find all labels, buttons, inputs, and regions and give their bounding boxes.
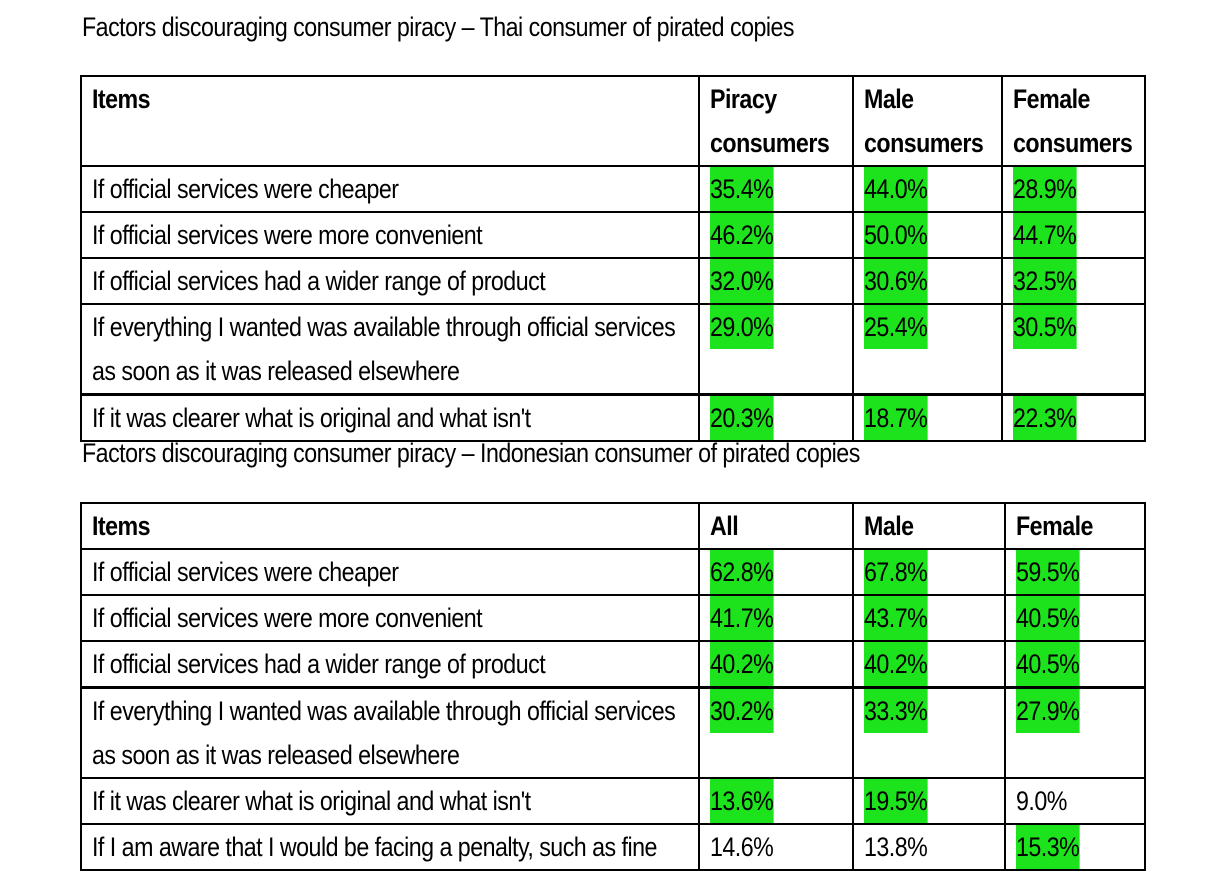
- item-cell: If official services were cheaper: [80, 165, 700, 213]
- table-header-row: Items Piracy consumers Male consumers Fema…: [80, 75, 1146, 167]
- table-row: If official services were cheaper 35.4% …: [80, 165, 1146, 213]
- indonesian-table-title: Factors discouraging consumer piracy – I…: [82, 438, 860, 468]
- value-cell: 9.0%: [1004, 777, 1146, 825]
- value-cell: 27.9%: [1004, 686, 1146, 779]
- value-cell: 67.8%: [852, 548, 1006, 596]
- table-header-row: Items All Male Female: [80, 502, 1146, 550]
- column-header-piracy-consumers: Piracy consumers: [698, 75, 854, 167]
- item-cell: If official services had a wider range o…: [80, 640, 700, 689]
- item-cell: If everything I wanted was available thr…: [80, 686, 700, 779]
- table-row: If official services were cheaper 62.8% …: [80, 548, 1146, 596]
- item-cell: If official services were more convenien…: [80, 594, 700, 642]
- value-cell: 14.6%: [698, 823, 854, 871]
- value-cell: 40.5%: [1004, 594, 1146, 642]
- item-cell: If it was clearer what is original and w…: [80, 777, 700, 825]
- item-cell: If it was clearer what is original and w…: [80, 393, 700, 442]
- value-cell: 62.8%: [698, 548, 854, 596]
- table-row: If it was clearer what is original and w…: [80, 777, 1146, 825]
- column-header-items: Items: [80, 502, 700, 550]
- item-cell: If official services had a wider range o…: [80, 257, 700, 305]
- value-cell: 32.0%: [698, 257, 854, 305]
- value-cell: 44.7%: [1001, 211, 1146, 259]
- value-cell: 20.3%: [698, 393, 854, 442]
- column-header-male: Male: [852, 502, 1006, 550]
- value-cell: 33.3%: [852, 686, 1006, 779]
- thai-table: Items Piracy consumers Male consumers Fema…: [80, 75, 1146, 442]
- table-row: If official services had a wider range o…: [80, 640, 1146, 689]
- value-cell: 35.4%: [698, 165, 854, 213]
- value-cell: 13.6%: [698, 777, 854, 825]
- value-cell: 13.8%: [852, 823, 1006, 871]
- value-cell: 46.2%: [698, 211, 854, 259]
- value-cell: 29.0%: [698, 303, 854, 396]
- column-header-all: All: [698, 502, 854, 550]
- value-cell: 15.3%: [1004, 823, 1146, 871]
- value-cell: 40.2%: [852, 640, 1006, 689]
- value-cell: 44.0%: [852, 165, 1003, 213]
- column-header-female: Female: [1004, 502, 1146, 550]
- item-cell: If official services were more convenien…: [80, 211, 700, 259]
- table-row: If it was clearer what is original and w…: [80, 393, 1146, 442]
- thai-table-title: Factors discouraging consumer piracy – T…: [82, 12, 795, 42]
- table-row: If official services were more convenien…: [80, 594, 1146, 642]
- value-cell: 40.2%: [698, 640, 854, 689]
- value-cell: 22.3%: [1001, 393, 1146, 442]
- table-row: If I am aware that I would be facing a p…: [80, 823, 1146, 871]
- value-cell: 25.4%: [852, 303, 1003, 396]
- table-row: If everything I wanted was available thr…: [80, 303, 1146, 396]
- value-cell: 28.9%: [1001, 165, 1146, 213]
- table-row: If everything I wanted was available thr…: [80, 686, 1146, 779]
- column-header-male-consumers: Male consumers: [852, 75, 1003, 167]
- value-cell: 41.7%: [698, 594, 854, 642]
- value-cell: 32.5%: [1001, 257, 1146, 305]
- item-cell: If everything I wanted was available thr…: [80, 303, 700, 396]
- value-cell: 30.6%: [852, 257, 1003, 305]
- value-cell: 19.5%: [852, 777, 1006, 825]
- indonesian-table: Items All Male Female If official servic…: [80, 502, 1146, 871]
- column-header-items: Items: [80, 75, 700, 167]
- value-cell: 30.2%: [698, 686, 854, 779]
- value-cell: 43.7%: [852, 594, 1006, 642]
- table-row: If official services had a wider range o…: [80, 257, 1146, 305]
- value-cell: 59.5%: [1004, 548, 1146, 596]
- column-header-female-consumers: Female consumers: [1001, 75, 1146, 167]
- value-cell: 40.5%: [1004, 640, 1146, 689]
- item-cell: If official services were cheaper: [80, 548, 700, 596]
- value-cell: 50.0%: [852, 211, 1003, 259]
- table-row: If official services were more convenien…: [80, 211, 1146, 259]
- value-cell: 30.5%: [1001, 303, 1146, 396]
- item-cell: If I am aware that I would be facing a p…: [80, 823, 700, 871]
- value-cell: 18.7%: [852, 393, 1003, 442]
